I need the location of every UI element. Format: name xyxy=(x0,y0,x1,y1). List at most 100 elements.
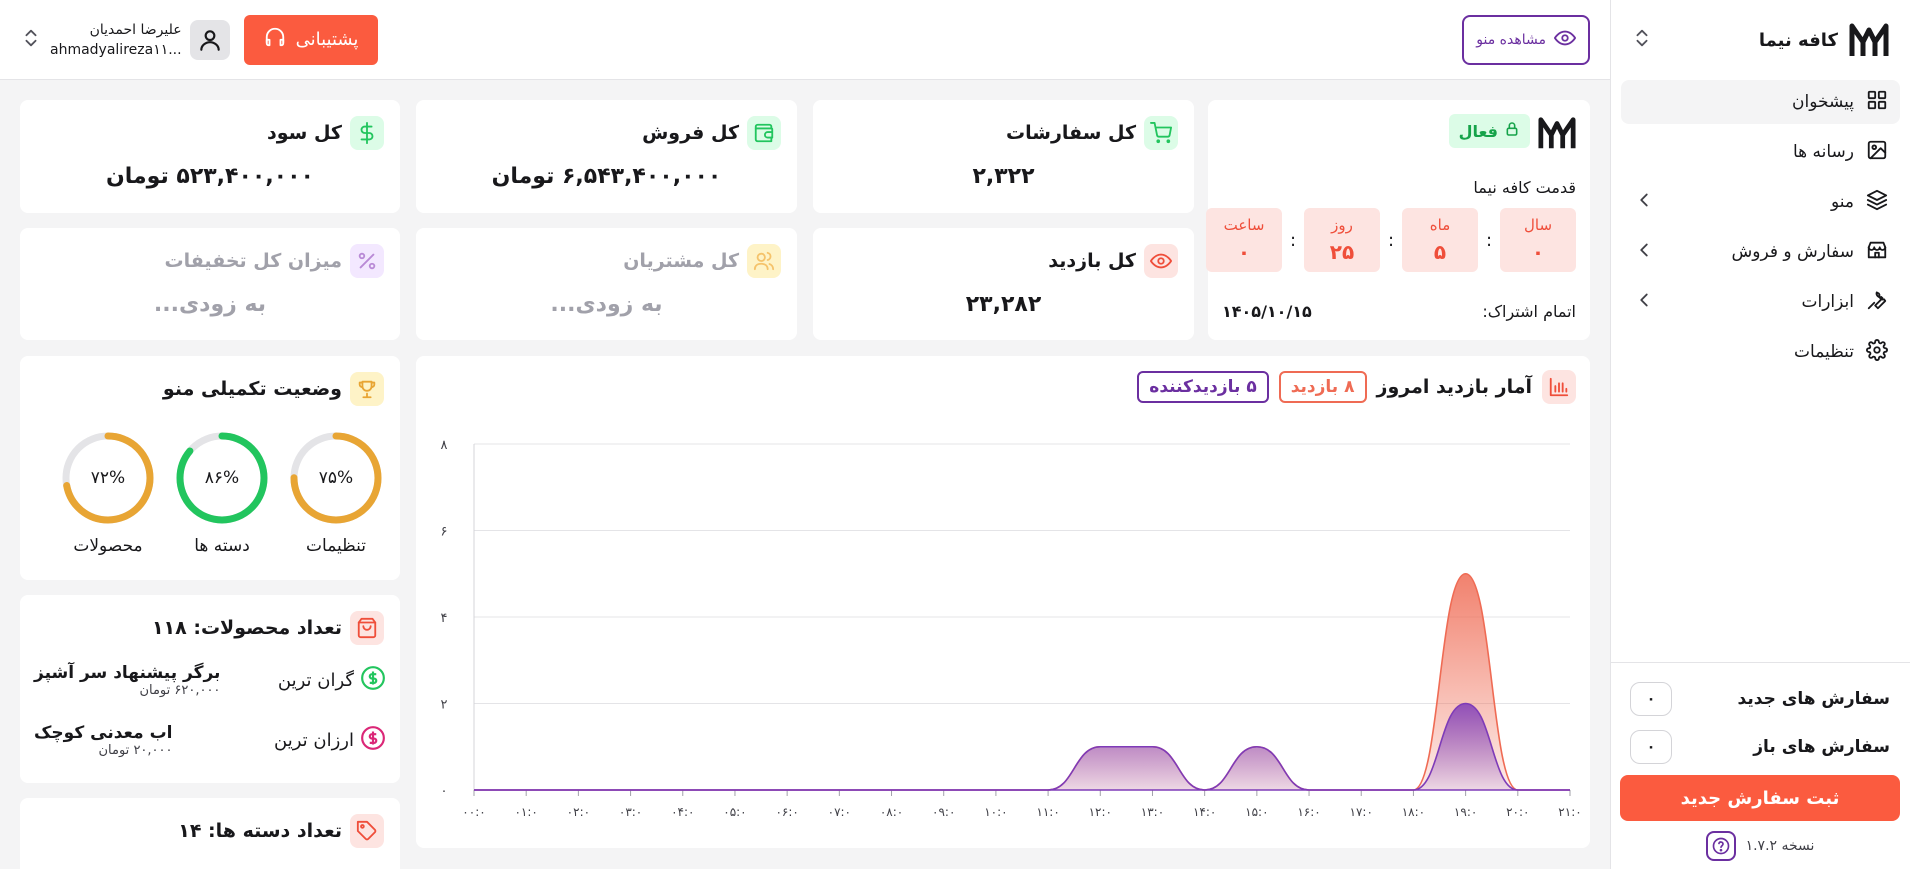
completion-ring: ۸۶% دسته ها xyxy=(174,430,270,556)
stat-title: کل مشتریان xyxy=(623,244,781,278)
cheapest-info: اب معدنی کوچک ۲۰,۰۰۰ تومان xyxy=(34,723,172,758)
subscription-name: قدمت کافه نیما xyxy=(1473,178,1576,197)
cart-icon xyxy=(1144,116,1178,150)
image-icon xyxy=(1866,139,1888,166)
open-orders-label: سفارش های باز xyxy=(1753,737,1890,757)
countdown-months: ماه ۵ xyxy=(1402,208,1478,272)
x-tick-label: ۱۵:۰ xyxy=(1245,805,1268,819)
sidebar-item-label: پیشخوان xyxy=(1792,92,1854,112)
eye-icon xyxy=(1554,27,1576,53)
x-tick-label: ۰۵:۰ xyxy=(723,805,746,819)
brand-logo-icon xyxy=(1848,19,1890,61)
dollar-circle-icon xyxy=(360,725,386,756)
visits-badge: ۸ بازدید xyxy=(1278,371,1367,403)
store-icon xyxy=(1866,239,1888,266)
ring-percent: ۷۲% xyxy=(90,468,126,488)
x-tick-label: ۱۸:۰ xyxy=(1402,805,1425,819)
support-button[interactable]: پشتیبانی xyxy=(243,14,379,65)
new-order-button[interactable]: ثبت سفارش جدید xyxy=(1620,775,1900,821)
version-row: نسخه ۱.۷.۲ xyxy=(1620,831,1900,861)
stat-card-customers: کل مشتریان به زودی... xyxy=(416,228,797,340)
ring-label: تنظیمات xyxy=(306,536,366,556)
grid-icon xyxy=(1866,89,1888,116)
x-tick-label: ۰۶:۰ xyxy=(775,805,798,819)
stat-title: کل سفارشات xyxy=(1006,116,1178,150)
sidebar: کافه نیما پیشخوان رسانه ها منو سفارش و ف… xyxy=(1610,0,1910,869)
x-tick-label: ۱۲:۰ xyxy=(1089,805,1112,819)
most-expensive-row: گران ترین برگر پیشنهاد سر آشپز ۶۲۰,۰۰۰ ت… xyxy=(34,663,386,698)
sidebar-footer: سفارش های جدید ۰ سفارش های باز ۰ ثبت سفا… xyxy=(1610,662,1910,869)
subscription-expire: اتمام اشتراک: ۱۴۰۵/۱۰/۱۵ xyxy=(1222,302,1576,321)
new-orders-row[interactable]: سفارش های جدید ۰ xyxy=(1620,675,1900,723)
x-tick-label: ۰۹:۰ xyxy=(932,805,955,819)
lock-icon xyxy=(1504,121,1520,141)
sidebar-item-settings[interactable]: تنظیمات xyxy=(1621,330,1900,374)
user-info: علیرضا احمدیان ahmadyalireza۱۱... xyxy=(50,20,182,60)
x-tick-label: ۰۲:۰ xyxy=(567,805,590,819)
sidebar-item-orders[interactable]: سفارش و فروش xyxy=(1621,230,1900,274)
x-tick-label: ۰۰:۰ xyxy=(462,805,485,819)
sidebar-item-media[interactable]: رسانه ها xyxy=(1621,130,1900,174)
x-tick-label: ۲۰:۰ xyxy=(1506,805,1529,819)
open-orders-row[interactable]: سفارش های باز ۰ xyxy=(1620,723,1900,771)
wrench-icon xyxy=(1866,289,1888,316)
chevron-updown-icon[interactable] xyxy=(1631,27,1653,53)
product-name: اب معدنی کوچک xyxy=(34,723,173,743)
avatar xyxy=(189,19,230,60)
product-price: ۲۰,۰۰۰ تومان xyxy=(98,743,173,758)
stat-title-label: کل سفارشات xyxy=(1006,122,1136,144)
stat-title: کل سود xyxy=(267,116,384,150)
countdown-value: ۲۵ xyxy=(1329,240,1355,264)
expire-date: ۱۴۰۵/۱۰/۱۵ xyxy=(1222,302,1312,321)
stat-title-label: کل سود xyxy=(267,122,342,144)
chevron-updown-icon xyxy=(20,27,42,53)
brand-logo-icon xyxy=(1538,114,1576,156)
most-expensive-info: برگر پیشنهاد سر آشپز ۶۲۰,۰۰۰ تومان xyxy=(34,663,220,698)
stat-title-label: کل بازدید xyxy=(1048,250,1136,272)
sidebar-item-label: رسانه ها xyxy=(1792,142,1854,162)
sidebar-header: کافه نیما xyxy=(1611,0,1910,80)
expire-label: اتمام اشتراک: xyxy=(1482,302,1576,321)
brand-name: کافه نیما xyxy=(1758,29,1838,51)
progress-ring xyxy=(176,432,268,524)
stat-title-label: کل فروش xyxy=(642,122,739,144)
completion-ring: ۷۲% محصولات xyxy=(60,430,156,556)
countdown-separator: : xyxy=(1387,229,1395,251)
stat-card-orders: کل سفارشات ۲,۳۲۲ xyxy=(813,100,1194,213)
user-email: ahmadyalireza۱۱... xyxy=(50,41,182,58)
countdown-label: ساعت xyxy=(1223,216,1265,234)
visitors-badge: ۵ بازدیدکننده xyxy=(1137,371,1269,403)
stat-value: ۶,۵۴۳,۴۰۰,۰۰۰ تومان xyxy=(491,164,722,189)
sidebar-item-label: سفارش و فروش xyxy=(1731,242,1854,262)
eye-icon xyxy=(1144,244,1178,278)
sidebar-item-label: منو xyxy=(1830,192,1854,212)
view-menu-button[interactable]: مشاهده منو xyxy=(1462,14,1590,65)
sidebar-item-tools[interactable]: ابزارات xyxy=(1621,280,1900,324)
stat-title-label: میزان کل تخفیفات xyxy=(164,250,342,272)
open-orders-count: ۰ xyxy=(1630,730,1672,764)
layers-icon xyxy=(1866,189,1888,216)
completion-ring: ۷۵% تنظیمات xyxy=(288,430,384,556)
y-tick-label: ۶ xyxy=(441,525,448,540)
sidebar-item-dashboard[interactable]: پیشخوان xyxy=(1621,80,1900,124)
subscription-countdown: سال ۰ : ماه ۵ : روز ۲۵ : ساعت ۰ xyxy=(1206,208,1576,272)
stat-card-visits: کل بازدید ۲۳,۲۸۲ xyxy=(813,228,1194,340)
tag-icon xyxy=(350,814,384,848)
sidebar-item-menu[interactable]: منو xyxy=(1621,180,1900,224)
stat-title: کل بازدید xyxy=(1048,244,1178,278)
user-menu[interactable]: علیرضا احمدیان ahmadyalireza۱۱... xyxy=(20,19,230,60)
help-icon[interactable] xyxy=(1705,831,1736,861)
most-expensive-label: گران ترین xyxy=(278,665,386,696)
visits-chart-card: ۰ ۲ ۴ ۶ ۸ ۰۰:۰ ۰۱:۰ ۰۲:۰ ۰۳:۰ ۰۴:۰ ۰۵:۰ ۰۶:۰ ۰۷:۰ ۰۸:… xyxy=(416,356,1590,848)
x-tick-label: ۰۳:۰ xyxy=(619,805,642,819)
countdown-years: سال ۰ xyxy=(1500,208,1576,272)
ring-percent: ۷۵% xyxy=(318,468,354,488)
topbar: مشاهده منو پشتیبانی علیرضا احمدیان ahmad… xyxy=(0,0,1610,80)
x-tick-label: ۰۷:۰ xyxy=(828,805,851,819)
products-title: تعداد محصولات: ۱۱۸ xyxy=(152,611,384,645)
countdown-value: ۰ xyxy=(1237,240,1251,264)
cheapest-label-text: ارزان ترین xyxy=(274,730,354,751)
new-orders-count: ۰ xyxy=(1630,682,1672,716)
headset-icon xyxy=(264,26,286,53)
series-line-0 xyxy=(474,572,1570,791)
